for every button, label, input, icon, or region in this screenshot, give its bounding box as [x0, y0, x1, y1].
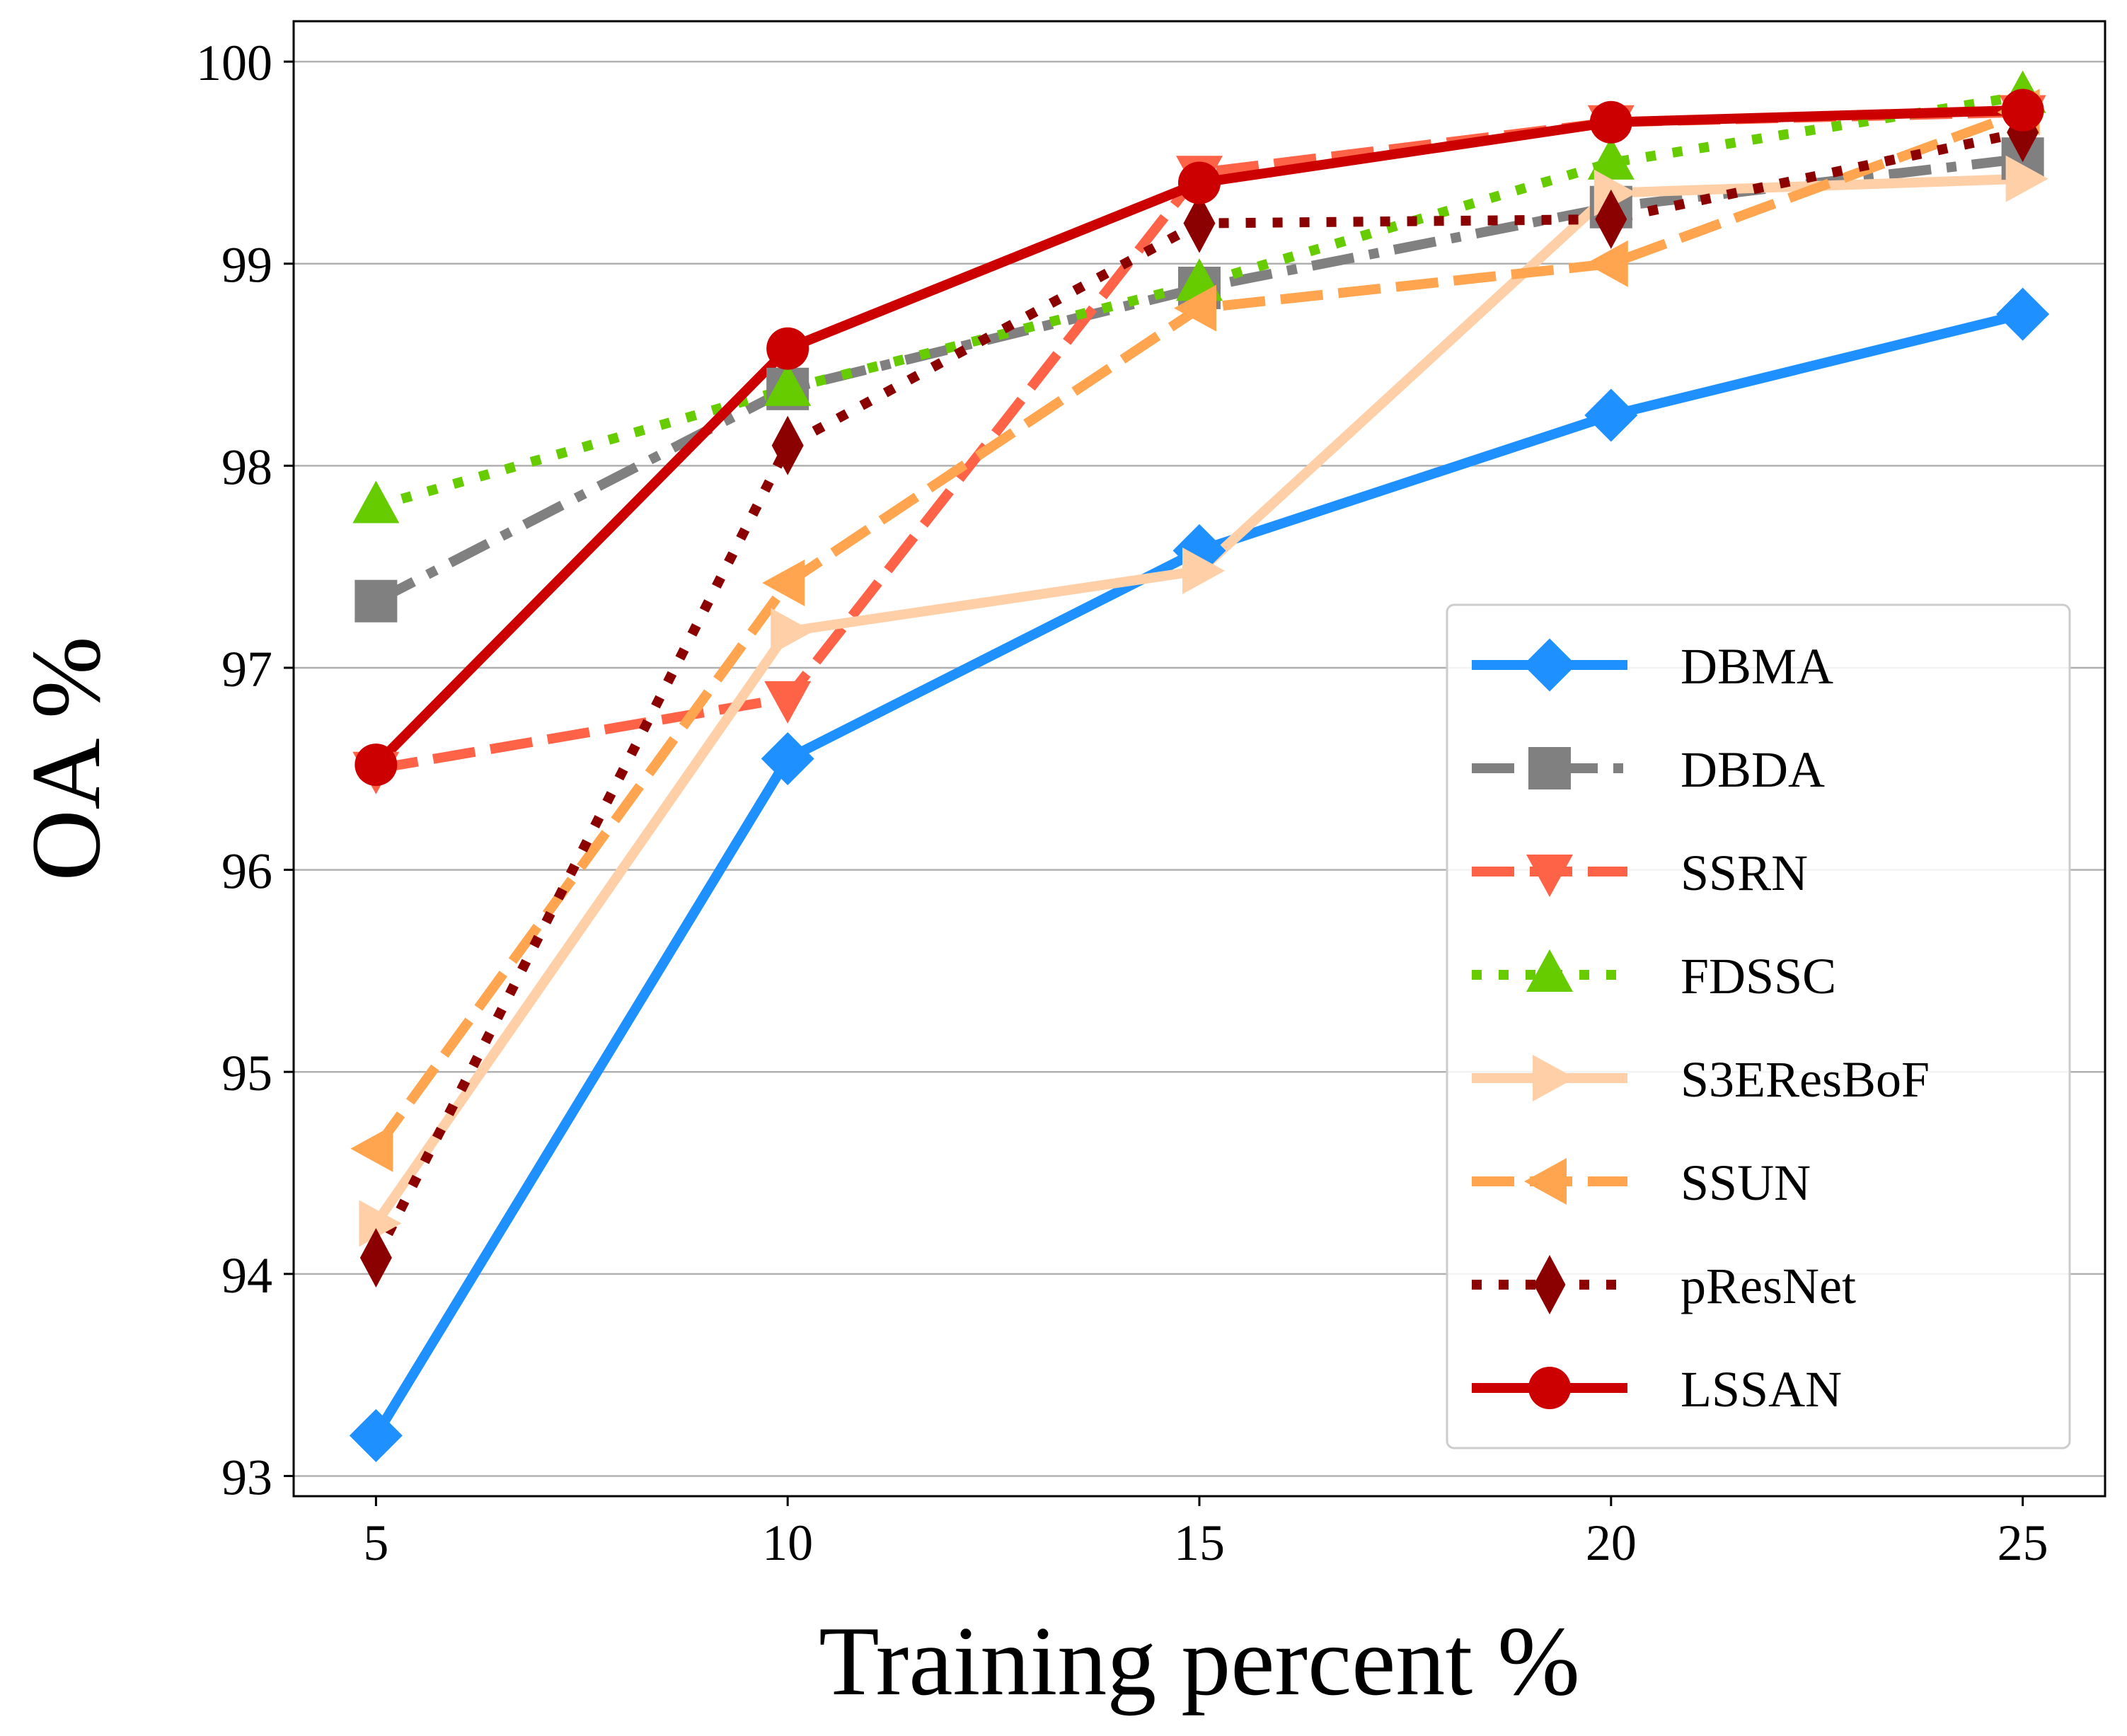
y-tick-label: 94: [221, 1247, 272, 1304]
legend-label: S3EResBoF: [1681, 1051, 1930, 1108]
legend-label: SSUN: [1681, 1155, 1811, 1211]
legend-swatch-marker: [1526, 949, 1573, 992]
data-point-presnet: [359, 1227, 392, 1287]
y-tick-label: 96: [221, 843, 272, 900]
data-point-ssun: [1174, 284, 1216, 332]
legend-item-ssrn: SSRN: [1472, 845, 1808, 901]
data-point-dbma: [1996, 287, 2050, 341]
legend-label: SSRN: [1681, 845, 1808, 901]
y-tick-label: 98: [221, 439, 272, 495]
data-point-dbma: [349, 1408, 403, 1462]
x-tick-label: 5: [363, 1515, 388, 1571]
data-point-ssun: [762, 560, 805, 607]
legend-label: FDSSC: [1681, 948, 1836, 1005]
data-point-fdssc: [352, 480, 400, 523]
legend-swatch-marker: [1523, 638, 1576, 692]
legend-label: pResNet: [1681, 1258, 1856, 1314]
data-point-fdssc: [764, 363, 812, 406]
x-tick-label: 10: [762, 1515, 813, 1571]
legend-item-dbma: DBMA: [1472, 638, 1833, 695]
data-point-lssan: [354, 743, 398, 787]
data-point-lssan: [1178, 161, 1221, 204]
data-point-presnet: [771, 415, 804, 475]
y-axis-ticks: 93 94 95 96 97 98 99 100: [196, 35, 294, 1505]
series-markers: [349, 70, 2050, 1462]
data-point-dbma: [1584, 388, 1638, 442]
data-point-lssan: [1589, 100, 1632, 144]
x-axis-ticks: 5 10 15 20 25: [363, 1496, 2048, 1571]
legend-item-dbda: DBDA: [1472, 741, 1825, 798]
legend-swatch-marker: [1533, 1255, 1566, 1314]
legend-label: DBMA: [1681, 638, 1833, 695]
data-point-fdssc: [1587, 137, 1635, 180]
y-tick-label: 99: [221, 237, 272, 294]
x-tick-label: 20: [1586, 1515, 1637, 1571]
data-point-s3eresbof: [771, 608, 814, 655]
legend: DBMA DBDA SSRN FDSSC S3EResBoF SSUN pResNet LSS…: [1446, 603, 2071, 1449]
x-axis-label: Training percent %: [819, 1607, 1580, 1716]
y-axis-label: OA %: [11, 636, 121, 881]
data-point-ssun: [1585, 240, 1628, 287]
legend-box: [1446, 603, 2071, 1449]
data-point-dbma: [761, 732, 814, 785]
y-tick-label: 100: [196, 35, 272, 91]
legend-swatch-marker: [1524, 1158, 1567, 1205]
data-point-lssan: [2001, 88, 2044, 132]
legend-swatch-marker: [1533, 1055, 1575, 1101]
legend-label: LSSAN: [1681, 1361, 1842, 1418]
legend-swatch-marker: [1528, 747, 1571, 789]
data-point-s3eresbof: [359, 1200, 402, 1247]
y-tick-label: 97: [221, 641, 272, 698]
legend-label: DBDA: [1681, 741, 1825, 798]
legend-item-fdssc: FDSSC: [1472, 948, 1836, 1005]
data-point-ssrn: [764, 681, 812, 724]
data-point-dbda: [354, 579, 398, 623]
data-point-s3eresbof: [2005, 155, 2048, 202]
legend-item-lssan: LSSAN: [1472, 1361, 1842, 1418]
legend-item-s3eresbof: S3EResBoF: [1472, 1051, 1930, 1108]
y-tick-label: 95: [221, 1045, 272, 1101]
x-tick-label: 15: [1174, 1515, 1225, 1571]
legend-item-presnet: pResNet: [1472, 1255, 1856, 1314]
data-point-lssan: [766, 327, 809, 370]
data-point-ssun: [350, 1125, 393, 1172]
data-point-presnet: [1183, 193, 1216, 253]
legend-swatch-marker: [1526, 855, 1573, 897]
data-point-presnet: [1595, 189, 1627, 249]
data-point-s3eresbof: [1182, 547, 1225, 594]
legend-swatch-marker: [1528, 1367, 1571, 1409]
y-tick-label: 93: [221, 1449, 272, 1505]
legend-item-ssun: SSUN: [1472, 1155, 1811, 1211]
x-tick-label: 25: [1998, 1515, 2048, 1571]
